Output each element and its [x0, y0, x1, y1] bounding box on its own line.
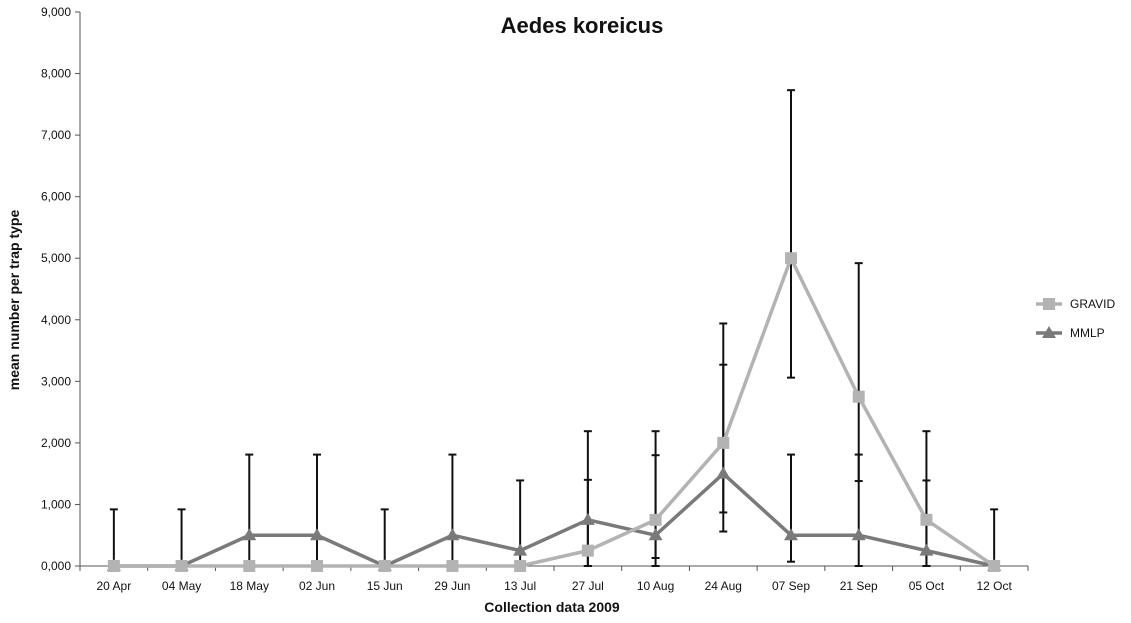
x-tick-label: 05 Oct: [909, 579, 945, 593]
y-tick-label: 9,000: [41, 5, 71, 19]
x-tick-label: 18 May: [230, 579, 269, 593]
y-tick-label: 1,000: [41, 497, 71, 511]
x-tick-label: 21 Sep: [840, 579, 878, 593]
point-gravid: [649, 513, 662, 526]
point-mmlp: [580, 512, 595, 525]
legend-marker-mmlp: [1042, 326, 1056, 338]
legend-label-mmlp: MMLP: [1070, 326, 1105, 340]
y-tick-label: 4,000: [41, 313, 71, 327]
point-mmlp: [716, 466, 731, 479]
point-mmlp: [445, 528, 460, 541]
point-gravid: [107, 560, 120, 572]
x-tick-label: 29 Jun: [434, 579, 470, 593]
y-tick-label: 0,000: [41, 559, 71, 573]
y-tick-label: 2,000: [41, 436, 71, 450]
y-axis-label: mean number per trap type: [6, 210, 22, 391]
y-tick-label: 3,000: [41, 374, 71, 388]
point-gravid: [311, 560, 323, 572]
y-tick-label: 6,000: [41, 190, 71, 204]
point-gravid: [785, 252, 797, 265]
x-tick-label: 12 Oct: [976, 579, 1012, 593]
x-tick-label: 24 Aug: [705, 579, 742, 593]
x-tick-label: 15 Jun: [367, 579, 403, 593]
point-gravid: [717, 436, 730, 449]
point-mmlp: [851, 528, 866, 541]
legend-label-gravid: GRAVID: [1070, 297, 1115, 311]
point-gravid: [514, 560, 527, 572]
point-mmlp: [919, 543, 934, 556]
axes: 0,000 1,000 2,000 3,000 4,000 5,000 6,000 7,000…: [41, 5, 1029, 593]
x-axis-label: Collection data 2009: [484, 599, 620, 615]
series-markers: [106, 252, 1002, 572]
point-gravid: [581, 544, 594, 557]
x-tick-label: 07 Sep: [772, 579, 810, 593]
error-bars: [109, 89, 999, 567]
y-tick-label: 8,000: [41, 67, 71, 81]
legend: GRAVID MMLP: [1036, 297, 1115, 340]
point-gravid: [243, 560, 256, 572]
series-line-gravid: [113, 256, 996, 568]
point-mmlp: [242, 528, 257, 541]
x-tick-label: 04 May: [162, 579, 201, 593]
point-mmlp: [784, 528, 798, 541]
point-gravid: [446, 560, 459, 572]
point-mmlp: [648, 528, 663, 541]
point-mmlp: [513, 543, 528, 556]
x-tick-label: 13 Jul: [504, 579, 536, 593]
chart-title: Aedes koreicus: [501, 13, 664, 38]
point-gravid: [175, 560, 188, 572]
series-line-mmlp: [113, 471, 995, 568]
legend-marker-gravid: [1043, 298, 1055, 310]
series-lines: [113, 256, 996, 568]
x-tick-label: 27 Jul: [572, 579, 604, 593]
x-tick-label: 10 Aug: [637, 579, 674, 593]
y-tick-label: 7,000: [41, 128, 71, 142]
point-gravid: [988, 560, 1001, 572]
x-tick-label: 20 Apr: [97, 579, 132, 593]
point-gravid: [378, 560, 391, 572]
x-tick-label: 02 Jun: [299, 579, 335, 593]
point-mmlp: [310, 528, 324, 541]
point-gravid: [920, 513, 933, 526]
y-tick-label: 5,000: [41, 251, 71, 265]
point-gravid: [852, 390, 865, 403]
